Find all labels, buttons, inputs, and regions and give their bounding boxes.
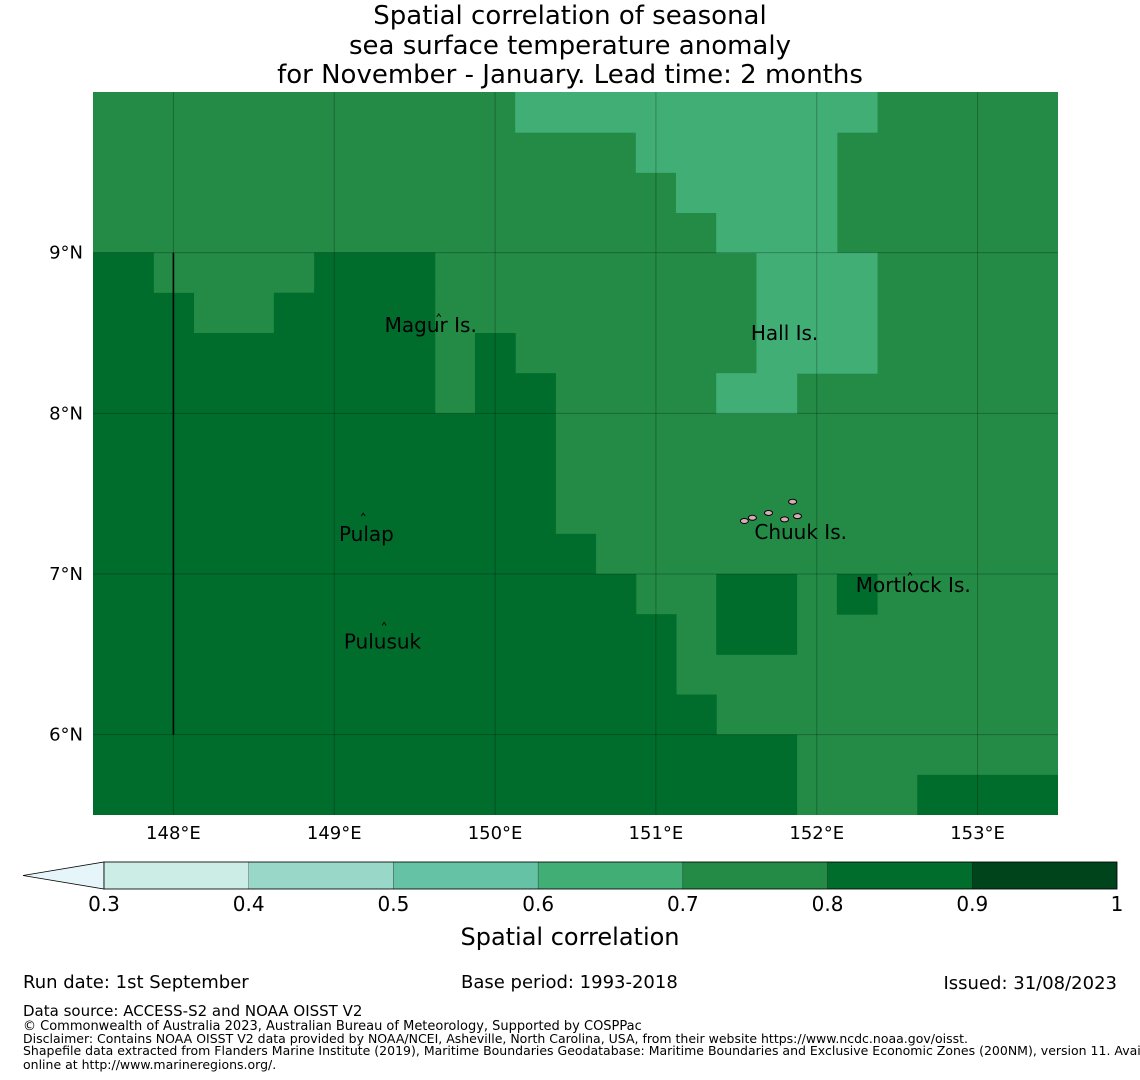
cell-0.8-0.9	[314, 252, 436, 294]
shapefile-credit-2: online at http://www.marineregions.org/.	[23, 1057, 277, 1072]
island-icon	[739, 517, 749, 524]
island-shapes	[360, 313, 913, 626]
island-icon	[780, 516, 790, 523]
cell-0.6-0.7	[836, 92, 878, 133]
cell-0.8-0.9	[93, 734, 798, 815]
colorbar-tick-label: 0.6	[522, 892, 554, 916]
colorbar-swatch	[537, 861, 684, 890]
cell-0.8-0.9	[394, 413, 476, 736]
colorbar-swatch	[248, 861, 394, 890]
cell-0.8-0.9	[635, 614, 677, 736]
colorbar-tick-label: 0.7	[667, 892, 699, 916]
colorbar-swatch	[682, 861, 828, 890]
cell-0.6-0.7	[515, 92, 717, 133]
cell-0.8-0.9	[93, 252, 154, 294]
lon-tick-label: 150°E	[468, 823, 523, 844]
island-icon	[788, 498, 798, 505]
place-label: Pulusuk	[344, 629, 422, 653]
run-date: Run date: 1st September	[23, 972, 249, 993]
cell-0.6-0.7	[676, 172, 717, 213]
colorbar-tick-label: 0.5	[378, 892, 410, 916]
map-panel: Magur Is. Hall Is. Pulap Chuuk Is. Mortlock …	[49, 92, 1058, 844]
place-label: Chuuk Is.	[754, 520, 847, 544]
colorbar-frame	[103, 861, 1118, 890]
cell-0.8-0.9	[273, 292, 396, 736]
cell-0.8-0.9	[394, 292, 436, 414]
cell-0.8-0.9	[917, 774, 1058, 815]
shapefile-credit-1: Shapefile data extracted from Flanders M…	[23, 1043, 1140, 1058]
colorbar-tick-label: 1	[1111, 892, 1124, 916]
island-icon	[792, 513, 802, 520]
island-icon	[764, 509, 773, 516]
colorbar-tick-label: 0.4	[233, 892, 265, 916]
lat-tick-label: 6°N	[49, 725, 83, 746]
cell-0.8-0.9	[595, 574, 637, 736]
island-icon	[747, 514, 757, 521]
lon-tick-label: 148°E	[146, 823, 201, 844]
title-line-1: Spatial correlation of seasonal	[373, 1, 767, 31]
colorbar-swatch	[393, 861, 539, 890]
cell-0.6-0.7	[756, 252, 878, 374]
colorbar-tick-label: 0.3	[88, 892, 120, 916]
colorbar-swatch	[103, 861, 249, 890]
copyright: © Commonwealth of Australia 2023, Austra…	[23, 1019, 642, 1034]
cell-0.6-0.7	[716, 373, 798, 414]
colorbar-under-triangle	[22, 861, 105, 890]
island-icon	[907, 571, 913, 576]
place-label: Mortlock Is.	[856, 573, 971, 597]
colorbar-swatch	[827, 861, 973, 890]
island-icon	[436, 313, 442, 318]
lon-tick-label: 152°E	[789, 823, 844, 844]
colorbar-swatch	[972, 861, 1118, 890]
cell-0.8-0.9	[93, 292, 195, 736]
lon-tick-label: 153°E	[950, 823, 1005, 844]
title-line-2: sea surface temperature anomaly	[349, 30, 791, 61]
title-line-3: for November - January. Lead time: 2 mon…	[277, 60, 863, 90]
cell-0.8-0.9	[474, 373, 556, 736]
lat-tick-label: 7°N	[49, 564, 83, 585]
cell-0.8-0.9	[193, 373, 275, 736]
disclaimer: Disclaimer: Contains NOAA OISST V2 data …	[23, 1031, 968, 1046]
place-label: Magur Is.	[385, 313, 477, 337]
cell-0.6-0.7	[635, 132, 717, 173]
island-icon	[381, 621, 387, 626]
chart-title: Spatial correlation of seasonal sea surf…	[0, 1, 1140, 91]
cell-0.6-0.7	[716, 92, 838, 254]
island-icon	[360, 512, 366, 517]
cell-0.8-0.9	[474, 333, 516, 374]
place-label: Pulap	[339, 522, 394, 546]
colorbar-tick-label: 0.8	[812, 892, 844, 916]
cell-0.8-0.9	[676, 694, 717, 736]
lat-tick-label: 9°N	[49, 243, 83, 264]
place-label: Hall Is.	[751, 321, 818, 345]
data-source: Data source: ACCESS-S2 and NOAA OISST V2	[23, 1002, 363, 1020]
cell-0.8-0.9	[555, 533, 597, 736]
base-period: Base period: 1993-2018	[461, 972, 678, 993]
cell-0.8-0.9	[836, 574, 878, 615]
colorbar-tick-label: 0.9	[956, 892, 988, 916]
issued-date: Issued: 31/08/2023	[943, 973, 1117, 994]
lat-tick-label: 8°N	[49, 403, 83, 424]
colorbar-label: Spatial correlation	[460, 923, 679, 951]
colorbar: 0.3 0.4 0.5 0.6 0.7 0.8 0.9 1 Spatial correlatio…	[22, 861, 1124, 951]
cell-0.8-0.9	[193, 333, 275, 374]
map-cells	[93, 92, 1058, 815]
cell-0.8-0.9	[716, 574, 798, 655]
lon-tick-label: 149°E	[307, 823, 362, 844]
lon-tick-label: 151°E	[629, 823, 684, 844]
